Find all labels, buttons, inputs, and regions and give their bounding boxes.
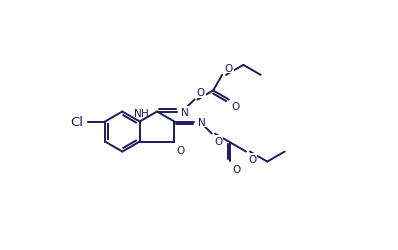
Text: O: O (197, 88, 205, 98)
Text: N: N (198, 117, 206, 127)
Text: O: O (177, 145, 185, 155)
Text: O: O (214, 136, 222, 146)
Text: H: H (141, 108, 149, 118)
Text: N: N (181, 107, 189, 117)
Text: O: O (248, 154, 257, 164)
Text: O: O (232, 102, 240, 112)
Text: O: O (232, 165, 240, 175)
Text: O: O (224, 63, 233, 73)
Text: Cl: Cl (70, 116, 84, 128)
Text: N: N (133, 108, 141, 118)
